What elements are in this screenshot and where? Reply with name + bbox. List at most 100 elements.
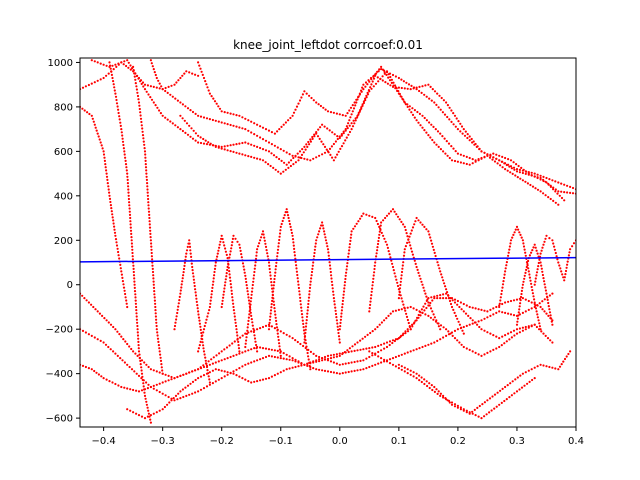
data-point <box>376 325 379 329</box>
data-point <box>288 335 291 338</box>
data-point <box>215 354 218 357</box>
data-point <box>380 68 383 71</box>
data-point <box>256 350 259 353</box>
data-point <box>195 297 198 300</box>
data-point <box>126 342 129 346</box>
data-point <box>313 251 316 255</box>
data-point <box>211 283 214 286</box>
data-point <box>158 382 161 385</box>
data-point <box>508 165 511 168</box>
data-point <box>544 194 547 197</box>
data-point <box>158 109 161 112</box>
data-point <box>486 154 489 157</box>
data-point <box>149 232 152 235</box>
data-point <box>340 134 343 137</box>
data-point <box>437 264 440 267</box>
data-point <box>433 295 436 298</box>
data-point <box>223 284 226 287</box>
data-point <box>116 354 119 357</box>
data-point <box>273 349 276 352</box>
data-point <box>103 317 106 320</box>
data-point <box>415 372 418 375</box>
data-point <box>91 117 94 120</box>
data-point <box>456 404 459 407</box>
data-point <box>152 277 155 280</box>
data-point <box>423 93 426 96</box>
data-point <box>147 210 151 213</box>
data-point <box>447 142 451 145</box>
data-point <box>342 293 345 296</box>
data-point <box>557 190 560 193</box>
data-point <box>110 73 113 76</box>
data-point <box>270 303 273 306</box>
data-point <box>285 358 288 361</box>
data-point <box>371 284 374 287</box>
data-point <box>461 132 464 135</box>
data-point <box>468 411 471 414</box>
data-point <box>424 313 427 316</box>
data-point <box>341 303 344 306</box>
data-point <box>406 105 409 108</box>
data-point <box>551 323 554 326</box>
data-point <box>348 109 351 112</box>
data-point <box>544 289 548 292</box>
data-point <box>489 308 492 311</box>
data-point <box>465 162 468 166</box>
data-point <box>107 188 110 191</box>
data-point <box>275 261 278 264</box>
data-point <box>199 325 202 328</box>
data-point <box>240 253 243 256</box>
data-point <box>143 83 147 86</box>
data-point <box>347 133 350 136</box>
data-point <box>534 304 537 307</box>
data-point <box>253 334 256 337</box>
data-point <box>131 248 134 251</box>
data-point <box>268 325 271 328</box>
data-point <box>282 170 285 173</box>
data-point <box>404 103 407 106</box>
data-point <box>191 392 194 395</box>
data-point <box>371 281 374 284</box>
data-point <box>332 142 335 146</box>
data-point <box>214 145 217 148</box>
data-point <box>554 180 557 183</box>
data-point <box>256 123 259 126</box>
data-point <box>253 144 256 147</box>
data-point <box>340 315 343 318</box>
data-point <box>417 271 420 274</box>
data-point <box>450 145 453 148</box>
data-point <box>90 303 93 306</box>
data-point <box>462 128 465 131</box>
data-point <box>228 273 231 276</box>
trajectory-osc-12 <box>220 234 259 353</box>
data-point <box>212 356 215 359</box>
data-point <box>317 103 320 106</box>
data-point <box>128 204 131 207</box>
data-point <box>552 186 555 189</box>
data-point <box>157 340 160 343</box>
data-point <box>210 293 213 296</box>
data-point <box>380 321 383 324</box>
data-point <box>540 330 543 333</box>
data-point <box>214 264 217 267</box>
data-point <box>381 68 384 71</box>
data-point <box>334 309 337 312</box>
data-point <box>154 104 157 107</box>
data-point <box>123 289 126 292</box>
data-point <box>518 308 521 311</box>
data-point <box>148 415 151 418</box>
data-point <box>109 200 112 204</box>
data-point <box>541 273 545 277</box>
data-point <box>142 385 145 388</box>
data-point <box>105 175 109 178</box>
data-point <box>102 341 105 344</box>
data-point <box>300 309 303 312</box>
data-point <box>342 296 345 299</box>
data-point <box>550 317 553 320</box>
data-point <box>199 328 202 331</box>
data-point <box>544 237 547 240</box>
data-point <box>398 287 402 290</box>
data-point <box>383 360 386 363</box>
data-point <box>397 86 400 89</box>
data-point <box>525 265 528 269</box>
